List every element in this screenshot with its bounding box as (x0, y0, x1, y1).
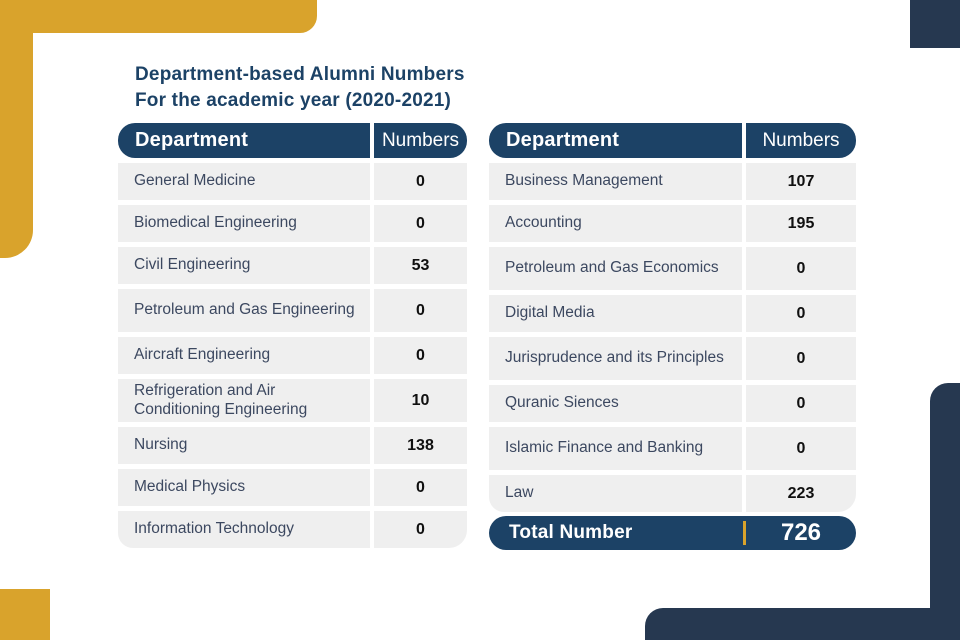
total-divider (743, 521, 746, 545)
table-row: Law 223 (489, 475, 856, 512)
number-cell: 10 (374, 379, 467, 422)
table-row: Jurisprudence and its Principles 0 (489, 337, 856, 380)
table-row: Civil Engineering 53 (118, 247, 467, 284)
number-cell: 107 (746, 163, 856, 200)
number-cell: 223 (746, 475, 856, 512)
corner-bracket-bottom-navy (645, 608, 960, 640)
alumni-table-right: Department Numbers Business Management 1… (489, 123, 856, 550)
department-cell: Business Management (489, 163, 742, 200)
number-cell: 138 (374, 427, 467, 464)
department-cell: Jurisprudence and its Principles (489, 337, 742, 380)
number-cell: 0 (746, 337, 856, 380)
department-cell: Refrigeration and Air Conditioning Engin… (118, 379, 370, 422)
number-cell: 0 (374, 511, 467, 548)
department-cell: Biomedical Engineering (118, 205, 370, 242)
department-cell: Aircraft Engineering (118, 337, 370, 374)
department-column-header: Department (489, 123, 742, 158)
department-cell: General Medicine (118, 163, 370, 200)
department-column-header: Department (118, 123, 370, 158)
number-cell: 0 (374, 289, 467, 332)
table-row: Accounting 195 (489, 205, 856, 242)
number-cell: 0 (746, 295, 856, 332)
corner-square-top-right-navy (910, 0, 960, 48)
number-cell: 0 (374, 163, 467, 200)
table-row: Petroleum and Gas Engineering 0 (118, 289, 467, 332)
numbers-column-header: Numbers (374, 123, 467, 158)
corner-bracket-right-navy (930, 383, 960, 640)
number-cell: 0 (746, 247, 856, 290)
table-row: Aircraft Engineering 0 (118, 337, 467, 374)
corner-bracket-top-gold (0, 0, 317, 33)
numbers-column-header: Numbers (746, 123, 856, 158)
table-row: Nursing 138 (118, 427, 467, 464)
table-row: Information Technology 0 (118, 511, 467, 548)
department-cell: Information Technology (118, 511, 370, 548)
page-title-line2: For the academic year (2020-2021) (135, 90, 452, 111)
table-row: Medical Physics 0 (118, 469, 467, 506)
department-cell: Quranic Siences (489, 385, 742, 422)
number-cell: 53 (374, 247, 467, 284)
department-cell: Islamic Finance and Banking (489, 427, 742, 470)
table-row: Quranic Siences 0 (489, 385, 856, 422)
department-cell: Accounting (489, 205, 742, 242)
total-value: 726 (780, 519, 822, 546)
table-body: Business Management 107 Accounting 195 P… (489, 163, 856, 512)
alumni-table-left: Department Numbers General Medicine 0 Bi… (118, 123, 467, 548)
number-cell: 195 (746, 205, 856, 242)
table-row: Business Management 107 (489, 163, 856, 200)
table-row: Islamic Finance and Banking 0 (489, 427, 856, 470)
total-label: Total Number (509, 522, 633, 543)
total-bar: Total Number 726 (489, 516, 856, 550)
department-cell: Nursing (118, 427, 370, 464)
department-cell: Digital Media (489, 295, 742, 332)
corner-bracket-left-gold (0, 0, 33, 258)
table-row: Biomedical Engineering 0 (118, 205, 467, 242)
corner-square-bottom-left-gold (0, 589, 50, 640)
number-cell: 0 (746, 385, 856, 422)
department-cell: Medical Physics (118, 469, 370, 506)
department-cell: Petroleum and Gas Economics (489, 247, 742, 290)
table-header: Department Numbers (489, 123, 856, 158)
department-cell: Civil Engineering (118, 247, 370, 284)
table-row: Digital Media 0 (489, 295, 856, 332)
table-row: Refrigeration and Air Conditioning Engin… (118, 379, 467, 422)
number-cell: 0 (374, 205, 467, 242)
number-cell: 0 (746, 427, 856, 470)
page-title-line1: Department-based Alumni Numbers (135, 64, 465, 85)
table-row: General Medicine 0 (118, 163, 467, 200)
page-title: Department-based Alumni Numbers For the … (135, 62, 465, 114)
table-body: General Medicine 0 Biomedical Engineerin… (118, 163, 467, 548)
number-cell: 0 (374, 469, 467, 506)
table-header: Department Numbers (118, 123, 467, 158)
department-cell: Law (489, 475, 742, 512)
department-cell: Petroleum and Gas Engineering (118, 289, 370, 332)
number-cell: 0 (374, 337, 467, 374)
table-row: Petroleum and Gas Economics 0 (489, 247, 856, 290)
